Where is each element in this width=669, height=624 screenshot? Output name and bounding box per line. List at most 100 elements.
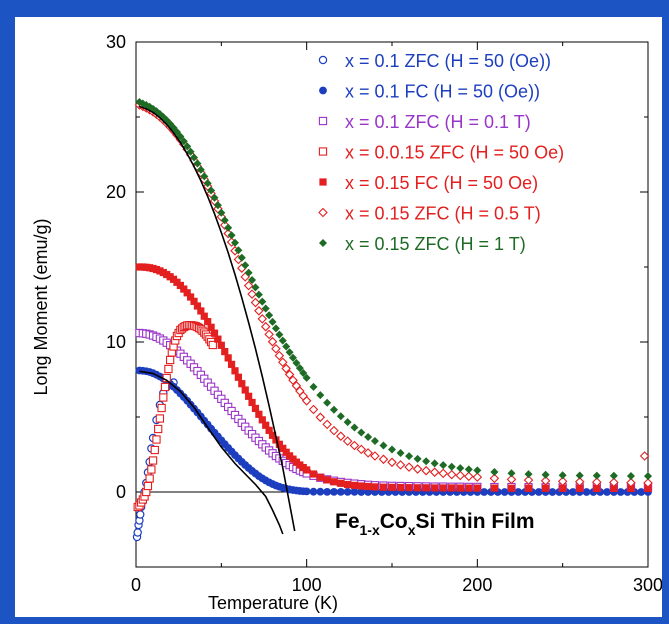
annotation-base: Fe bbox=[335, 510, 360, 533]
data-point bbox=[609, 477, 619, 488]
data-point bbox=[396, 449, 405, 457]
data-point bbox=[282, 342, 291, 351]
data-point bbox=[540, 475, 551, 486]
data-point bbox=[356, 444, 367, 455]
data-point bbox=[180, 285, 188, 293]
data-point bbox=[507, 469, 516, 478]
data-point bbox=[438, 468, 448, 479]
data-point bbox=[569, 488, 577, 496]
data-point bbox=[421, 465, 431, 476]
data-point bbox=[414, 484, 422, 492]
legend: x = 0.1 ZFC (H = 50 (Oe)) x = 0.1 FC (H =… bbox=[318, 51, 564, 254]
data-point bbox=[637, 488, 646, 496]
data-point bbox=[639, 451, 650, 461]
data-point bbox=[204, 318, 212, 326]
data-point bbox=[582, 488, 591, 496]
data-point bbox=[330, 478, 338, 486]
data-point bbox=[248, 398, 256, 407]
data-point bbox=[337, 479, 345, 487]
data-point bbox=[208, 340, 217, 350]
legend-entry: x = 0.15 FC (H = 50 Oe) bbox=[345, 173, 538, 193]
series-3 bbox=[133, 321, 217, 512]
data-point bbox=[643, 478, 653, 488]
data-point bbox=[405, 484, 413, 492]
data-point bbox=[244, 268, 253, 277]
data-point bbox=[265, 311, 274, 320]
data-point bbox=[557, 476, 568, 487]
x-tick-label: 100 bbox=[292, 575, 322, 595]
data-point bbox=[275, 330, 284, 339]
data-point bbox=[210, 329, 219, 337]
data-point bbox=[343, 487, 352, 496]
data-point bbox=[343, 418, 352, 427]
data-point bbox=[227, 231, 236, 240]
data-point bbox=[309, 382, 318, 391]
data-point bbox=[234, 373, 242, 381]
legend-marker bbox=[318, 55, 328, 65]
data-point bbox=[155, 414, 165, 423]
x-tick-label: 300 bbox=[633, 575, 662, 595]
data-point bbox=[592, 471, 601, 480]
data-point bbox=[388, 445, 396, 454]
data-point bbox=[160, 382, 170, 392]
data-point bbox=[342, 436, 353, 446]
data-point bbox=[364, 482, 372, 491]
data-point bbox=[514, 488, 523, 496]
y-tick-label: 20 bbox=[106, 182, 126, 202]
data-point bbox=[264, 329, 274, 340]
data-point bbox=[439, 484, 447, 492]
data-point bbox=[363, 448, 373, 458]
data-point bbox=[489, 473, 500, 484]
chart-panel: 0 100 200 300 0 10 20 30 x = 0.1 ZFC (H = 50 (O… bbox=[15, 17, 662, 617]
data-point bbox=[289, 353, 298, 362]
data-point bbox=[422, 457, 431, 466]
data-point bbox=[330, 487, 338, 496]
y-tick-label: 0 bbox=[116, 482, 126, 502]
data-point bbox=[303, 466, 311, 474]
data-point bbox=[230, 238, 239, 247]
data-point bbox=[186, 147, 195, 156]
data-point bbox=[507, 484, 516, 492]
data-point bbox=[387, 457, 397, 468]
data-point bbox=[136, 510, 145, 519]
data-point bbox=[221, 348, 229, 356]
data-point bbox=[644, 472, 652, 481]
data-point bbox=[193, 159, 202, 168]
data-point bbox=[183, 289, 191, 297]
data-point bbox=[316, 473, 324, 481]
annotation-mid: Co bbox=[380, 510, 408, 533]
data-point bbox=[316, 487, 325, 496]
data-point bbox=[603, 488, 611, 496]
data-point bbox=[200, 172, 209, 181]
legend-entry: x = 0.1 ZFC (H = 50 (Oe)) bbox=[345, 51, 551, 71]
data-point bbox=[157, 403, 166, 413]
data-point bbox=[190, 153, 199, 162]
data-point bbox=[261, 304, 270, 313]
data-point bbox=[350, 423, 359, 432]
data-point bbox=[301, 396, 312, 406]
legend-entry: x = 0.1 FC (H = 50 (Oe)) bbox=[345, 82, 540, 102]
data-point bbox=[213, 201, 222, 210]
data-point bbox=[271, 343, 281, 354]
data-point bbox=[251, 404, 260, 413]
data-point bbox=[574, 477, 585, 487]
data-point bbox=[610, 484, 618, 492]
data-point bbox=[357, 482, 365, 490]
data-point bbox=[203, 179, 212, 188]
series-2 bbox=[135, 328, 653, 492]
data-point bbox=[147, 465, 156, 474]
data-point bbox=[336, 412, 345, 421]
data-point bbox=[275, 440, 283, 448]
data-point bbox=[152, 435, 161, 444]
data-point bbox=[281, 363, 291, 374]
legend-entry: x = 0.15 ZFC (H = 0.5 T) bbox=[345, 204, 541, 224]
data-point bbox=[524, 470, 533, 479]
series-8 bbox=[139, 370, 284, 535]
fit-curve bbox=[139, 370, 284, 535]
data-point bbox=[404, 462, 414, 472]
data-point bbox=[576, 484, 584, 492]
data-point bbox=[465, 484, 473, 492]
data-point bbox=[214, 335, 222, 343]
data-point bbox=[148, 456, 158, 465]
data-point bbox=[257, 314, 268, 324]
